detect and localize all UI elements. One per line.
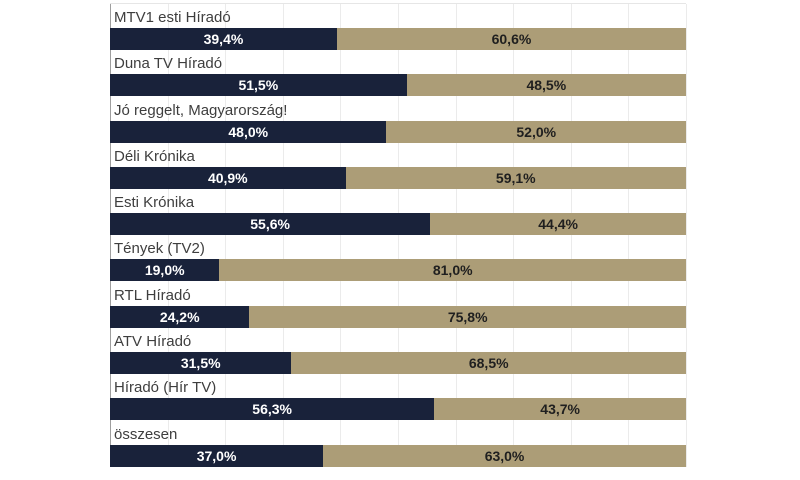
bar-segment-2: 81,0% [219, 259, 686, 282]
category-label: összesen [114, 425, 178, 443]
category-label: Esti Krónika [114, 194, 195, 212]
bar-value-label: 51,5% [238, 77, 279, 94]
bar-value-label: 68,5% [468, 355, 509, 372]
bar-value-label: 19,0% [144, 262, 185, 279]
bar-segment-1: 39,4% [110, 28, 337, 50]
stacked-bar: 19,0% 81,0% [110, 259, 686, 282]
bar-segment-2: 60,6% [336, 28, 686, 50]
chart-row: Jó reggelt, Magyarország! 48,0% 52,0% [110, 97, 686, 143]
bar-segment-2: 63,0% [323, 444, 686, 467]
bar-value-label: 39,4% [203, 31, 244, 47]
plot-area: MTV1 esti Híradó 39,4% 60,6% Duna TV Hír… [110, 3, 687, 467]
category-label: Híradó (Hír TV) [114, 379, 217, 397]
bar-value-label: 48,5% [526, 77, 567, 94]
chart-row: MTV1 esti Híradó 39,4% 60,6% [110, 4, 686, 50]
bar-value-label: 81,0% [432, 262, 473, 279]
bar-segment-2: 59,1% [345, 166, 686, 189]
bar-value-label: 55,6% [250, 216, 290, 233]
category-label: ATV Híradó [114, 333, 192, 351]
category-label: Jó reggelt, Magyarország! [114, 101, 288, 119]
bar-segment-1: 56,3% [110, 398, 435, 421]
bar-value-label: 48,0% [228, 123, 269, 140]
category-label: Duna TV Híradó [114, 55, 223, 73]
chart-rows: MTV1 esti Híradó 39,4% 60,6% Duna TV Hír… [110, 4, 686, 467]
chart-row: RTL Híradó 24,2% 75,8% [110, 282, 686, 328]
bar-value-label: 43,7% [540, 401, 580, 418]
stacked-bar: 31,5% 68,5% [110, 352, 686, 375]
bar-value-label: 44,4% [538, 216, 578, 233]
bar-value-label: 52,0% [516, 123, 557, 140]
gridline [340, 4, 342, 467]
bar-value-label: 40,9% [207, 169, 248, 186]
gridline [225, 4, 227, 467]
bar-segment-1: 31,5% [110, 352, 292, 375]
gridline [628, 4, 630, 467]
category-label: RTL Híradó [114, 286, 191, 304]
chart-row: Duna TV Híradó 51,5% 48,5% [110, 50, 686, 97]
chart-row: Híradó (Hír TV) 56,3% 43,7% [110, 374, 686, 421]
bar-segment-1: 19,0% [110, 259, 220, 282]
chart-row: Esti Krónika 55,6% 44,4% [110, 189, 686, 236]
chart-row: ATV Híradó 31,5% 68,5% [110, 328, 686, 375]
stacked-bar: 55,6% 44,4% [110, 213, 686, 236]
bar-value-label: 75,8% [447, 308, 488, 325]
bar-segment-2: 68,5% [291, 352, 686, 375]
gridline [686, 4, 687, 467]
bar-segment-2: 75,8% [249, 305, 686, 328]
bar-segment-1: 40,9% [110, 166, 346, 189]
bar-segment-2: 43,7% [434, 398, 686, 421]
y-axis-line [110, 4, 111, 467]
bar-segment-2: 52,0% [386, 120, 686, 143]
stacked-bar: 39,4% 60,6% [110, 28, 686, 50]
bar-value-label: 31,5% [180, 355, 221, 372]
gridline [398, 4, 399, 467]
category-label: Tények (TV2) [114, 240, 205, 258]
bar-segment-1: 24,2% [110, 305, 250, 328]
chart-row: Tények (TV2) 19,0% 81,0% [110, 235, 686, 282]
stacked-bar: 56,3% 43,7% [110, 398, 686, 421]
bar-segment-2: 48,5% [406, 74, 686, 97]
gridline [282, 4, 284, 467]
stacked-bar: 40,9% 59,1% [110, 166, 686, 189]
stacked-bar: 51,5% 48,5% [110, 74, 686, 97]
bar-value-label: 60,6% [491, 31, 532, 47]
bar-value-label: 24,2% [159, 308, 200, 325]
bar-segment-1: 55,6% [110, 213, 431, 236]
chart-row: összesen 37,0% 63,0% [110, 421, 686, 467]
stacked-bar: 37,0% 63,0% [110, 444, 686, 467]
chart-row: Déli Krónika 40,9% 59,1% [110, 143, 686, 189]
bar-value-label: 63,0% [484, 447, 525, 464]
bar-value-label: 59,1% [495, 169, 536, 186]
bar-value-label: 37,0% [196, 447, 237, 464]
stacked-bar: 24,2% 75,8% [110, 305, 686, 328]
category-label: MTV1 esti Híradó [114, 9, 231, 26]
bar-segment-2: 44,4% [430, 213, 686, 236]
gridline [167, 4, 169, 467]
bar-value-label: 56,3% [252, 401, 292, 418]
category-label: Déli Krónika [114, 147, 195, 165]
bar-segment-1: 48,0% [110, 120, 387, 143]
bar-segment-1: 51,5% [110, 74, 407, 97]
bar-segment-1: 37,0% [110, 444, 324, 467]
gridline [570, 4, 572, 467]
gridline [513, 4, 515, 467]
grid-layer [110, 4, 687, 467]
stacked-bar: 48,0% 52,0% [110, 120, 686, 143]
gridline [455, 4, 457, 467]
